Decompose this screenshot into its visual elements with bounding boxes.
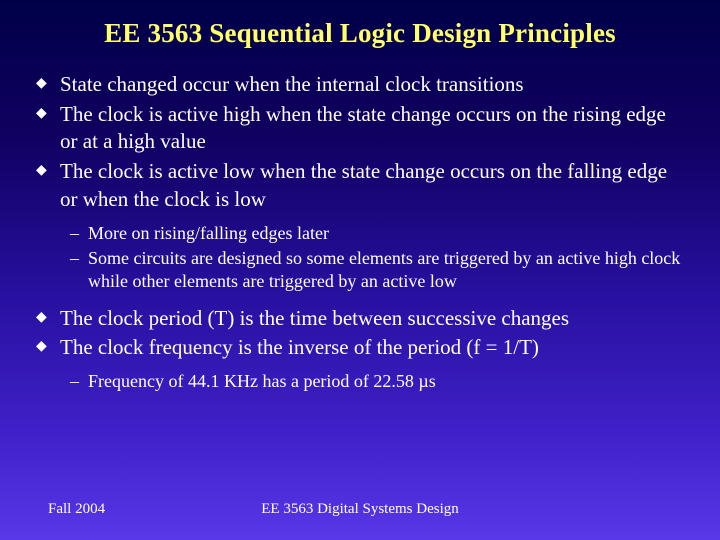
bullet-item: ◆ State changed occur when the internal … (36, 71, 684, 99)
sub-text: More on rising/falling edges later (88, 222, 684, 245)
sub-text: Some circuits are designed so some eleme… (88, 247, 684, 293)
bullet-item: ◆ The clock is active low when the state… (36, 158, 684, 213)
diamond-icon: ◆ (36, 71, 60, 93)
diamond-icon: ◆ (36, 334, 60, 356)
bullet-item: ◆ The clock frequency is the inverse of … (36, 334, 684, 362)
diamond-icon: ◆ (36, 101, 60, 123)
sub-item: – Frequency of 44.1 KHz has a period of … (70, 370, 684, 393)
footer-left: Fall 2004 (48, 501, 105, 518)
bullet-item: ◆ The clock is active high when the stat… (36, 101, 684, 156)
diamond-icon: ◆ (36, 305, 60, 327)
slide-content: ◆ State changed occur when the internal … (36, 71, 684, 393)
bullet-text: The clock is active high when the state … (60, 101, 684, 156)
dash-icon: – (70, 370, 88, 393)
footer-center: EE 3563 Digital Systems Design (0, 501, 720, 518)
sub-item: – Some circuits are designed so some ele… (70, 247, 684, 293)
slide: EE 3563 Sequential Logic Design Principl… (0, 0, 720, 540)
bullet-text: State changed occur when the internal cl… (60, 71, 684, 99)
bullet-text: The clock period (T) is the time between… (60, 305, 684, 333)
dash-icon: – (70, 222, 88, 245)
slide-title: EE 3563 Sequential Logic Design Principl… (36, 18, 684, 49)
diamond-icon: ◆ (36, 158, 60, 180)
dash-icon: – (70, 247, 88, 270)
bullet-item: ◆ The clock period (T) is the time betwe… (36, 305, 684, 333)
sub-text: Frequency of 44.1 KHz has a period of 22… (88, 370, 684, 393)
bullet-text: The clock is active low when the state c… (60, 158, 684, 213)
slide-footer: Fall 2004 EE 3563 Digital Systems Design (0, 501, 720, 518)
spacer (36, 295, 684, 305)
sub-item: – More on rising/falling edges later (70, 222, 684, 245)
bullet-text: The clock frequency is the inverse of th… (60, 334, 684, 362)
